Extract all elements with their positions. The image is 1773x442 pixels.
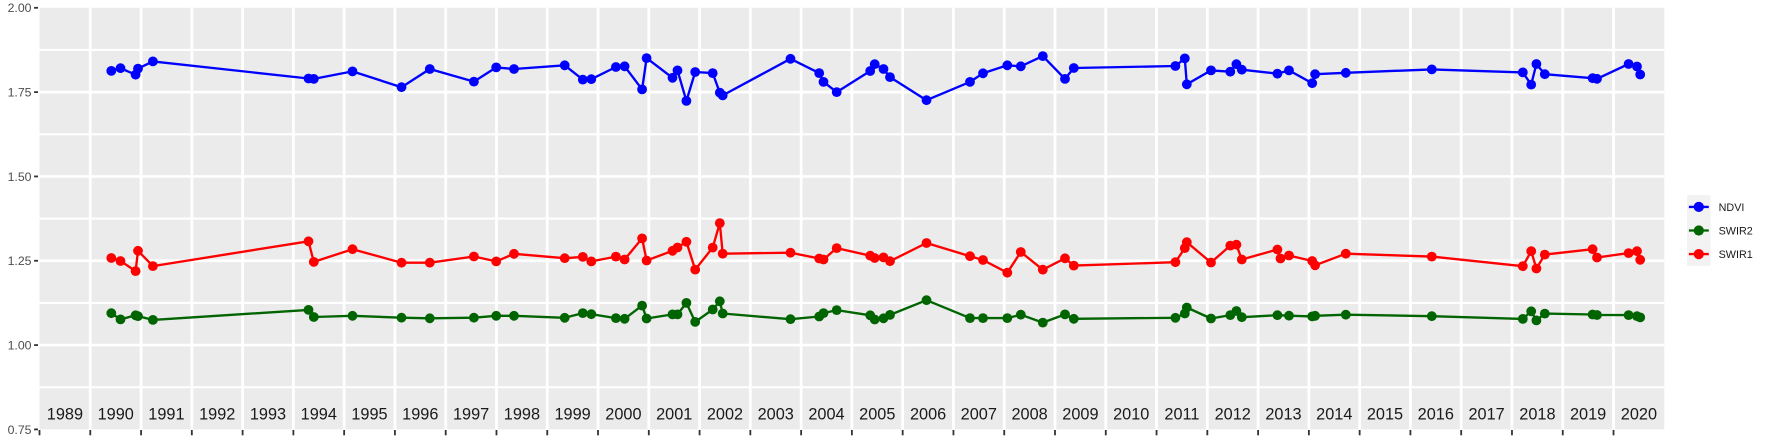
svg-text:1997: 1997 <box>453 405 489 423</box>
svg-text:1991: 1991 <box>148 405 184 423</box>
svg-text:1992: 1992 <box>199 405 235 423</box>
svg-text:2015: 2015 <box>1367 405 1403 423</box>
svg-text:1.00: 1.00 <box>8 338 32 352</box>
svg-text:2020: 2020 <box>1621 405 1657 423</box>
svg-text:2003: 2003 <box>758 405 794 423</box>
svg-text:2019: 2019 <box>1570 405 1606 423</box>
svg-text:2007: 2007 <box>961 405 997 423</box>
svg-text:2001: 2001 <box>656 405 692 423</box>
svg-text:2009: 2009 <box>1062 405 1098 423</box>
svg-text:2018: 2018 <box>1519 405 1555 423</box>
svg-text:2.00: 2.00 <box>8 1 32 15</box>
svg-text:1990: 1990 <box>98 405 134 423</box>
svg-text:2011: 2011 <box>1164 405 1199 423</box>
svg-text:2017: 2017 <box>1468 405 1504 423</box>
svg-text:1.75: 1.75 <box>8 86 32 100</box>
svg-text:1998: 1998 <box>504 405 540 423</box>
svg-text:1.50: 1.50 <box>8 170 32 184</box>
svg-text:1.25: 1.25 <box>8 254 32 268</box>
svg-text:2002: 2002 <box>707 405 743 423</box>
svg-text:1994: 1994 <box>301 405 337 423</box>
svg-text:2013: 2013 <box>1265 405 1301 423</box>
svg-text:2005: 2005 <box>859 405 895 423</box>
svg-text:1993: 1993 <box>250 405 286 423</box>
svg-text:2004: 2004 <box>808 405 844 423</box>
svg-text:2016: 2016 <box>1418 405 1454 423</box>
svg-text:2006: 2006 <box>910 405 946 423</box>
svg-text:2000: 2000 <box>605 405 641 423</box>
svg-text:NDVI: NDVI <box>1719 202 1745 214</box>
svg-text:2010: 2010 <box>1113 405 1149 423</box>
svg-text:0.75: 0.75 <box>8 423 32 437</box>
svg-text:1995: 1995 <box>351 405 387 423</box>
svg-text:1989: 1989 <box>47 405 83 423</box>
svg-text:2012: 2012 <box>1215 405 1251 423</box>
svg-text:2008: 2008 <box>1011 405 1047 423</box>
svg-text:SWIR1: SWIR1 <box>1719 249 1753 261</box>
svg-text:SWIR2: SWIR2 <box>1719 226 1753 238</box>
svg-text:1999: 1999 <box>554 405 590 423</box>
svg-text:2014: 2014 <box>1316 405 1352 423</box>
svg-text:1996: 1996 <box>402 405 438 423</box>
